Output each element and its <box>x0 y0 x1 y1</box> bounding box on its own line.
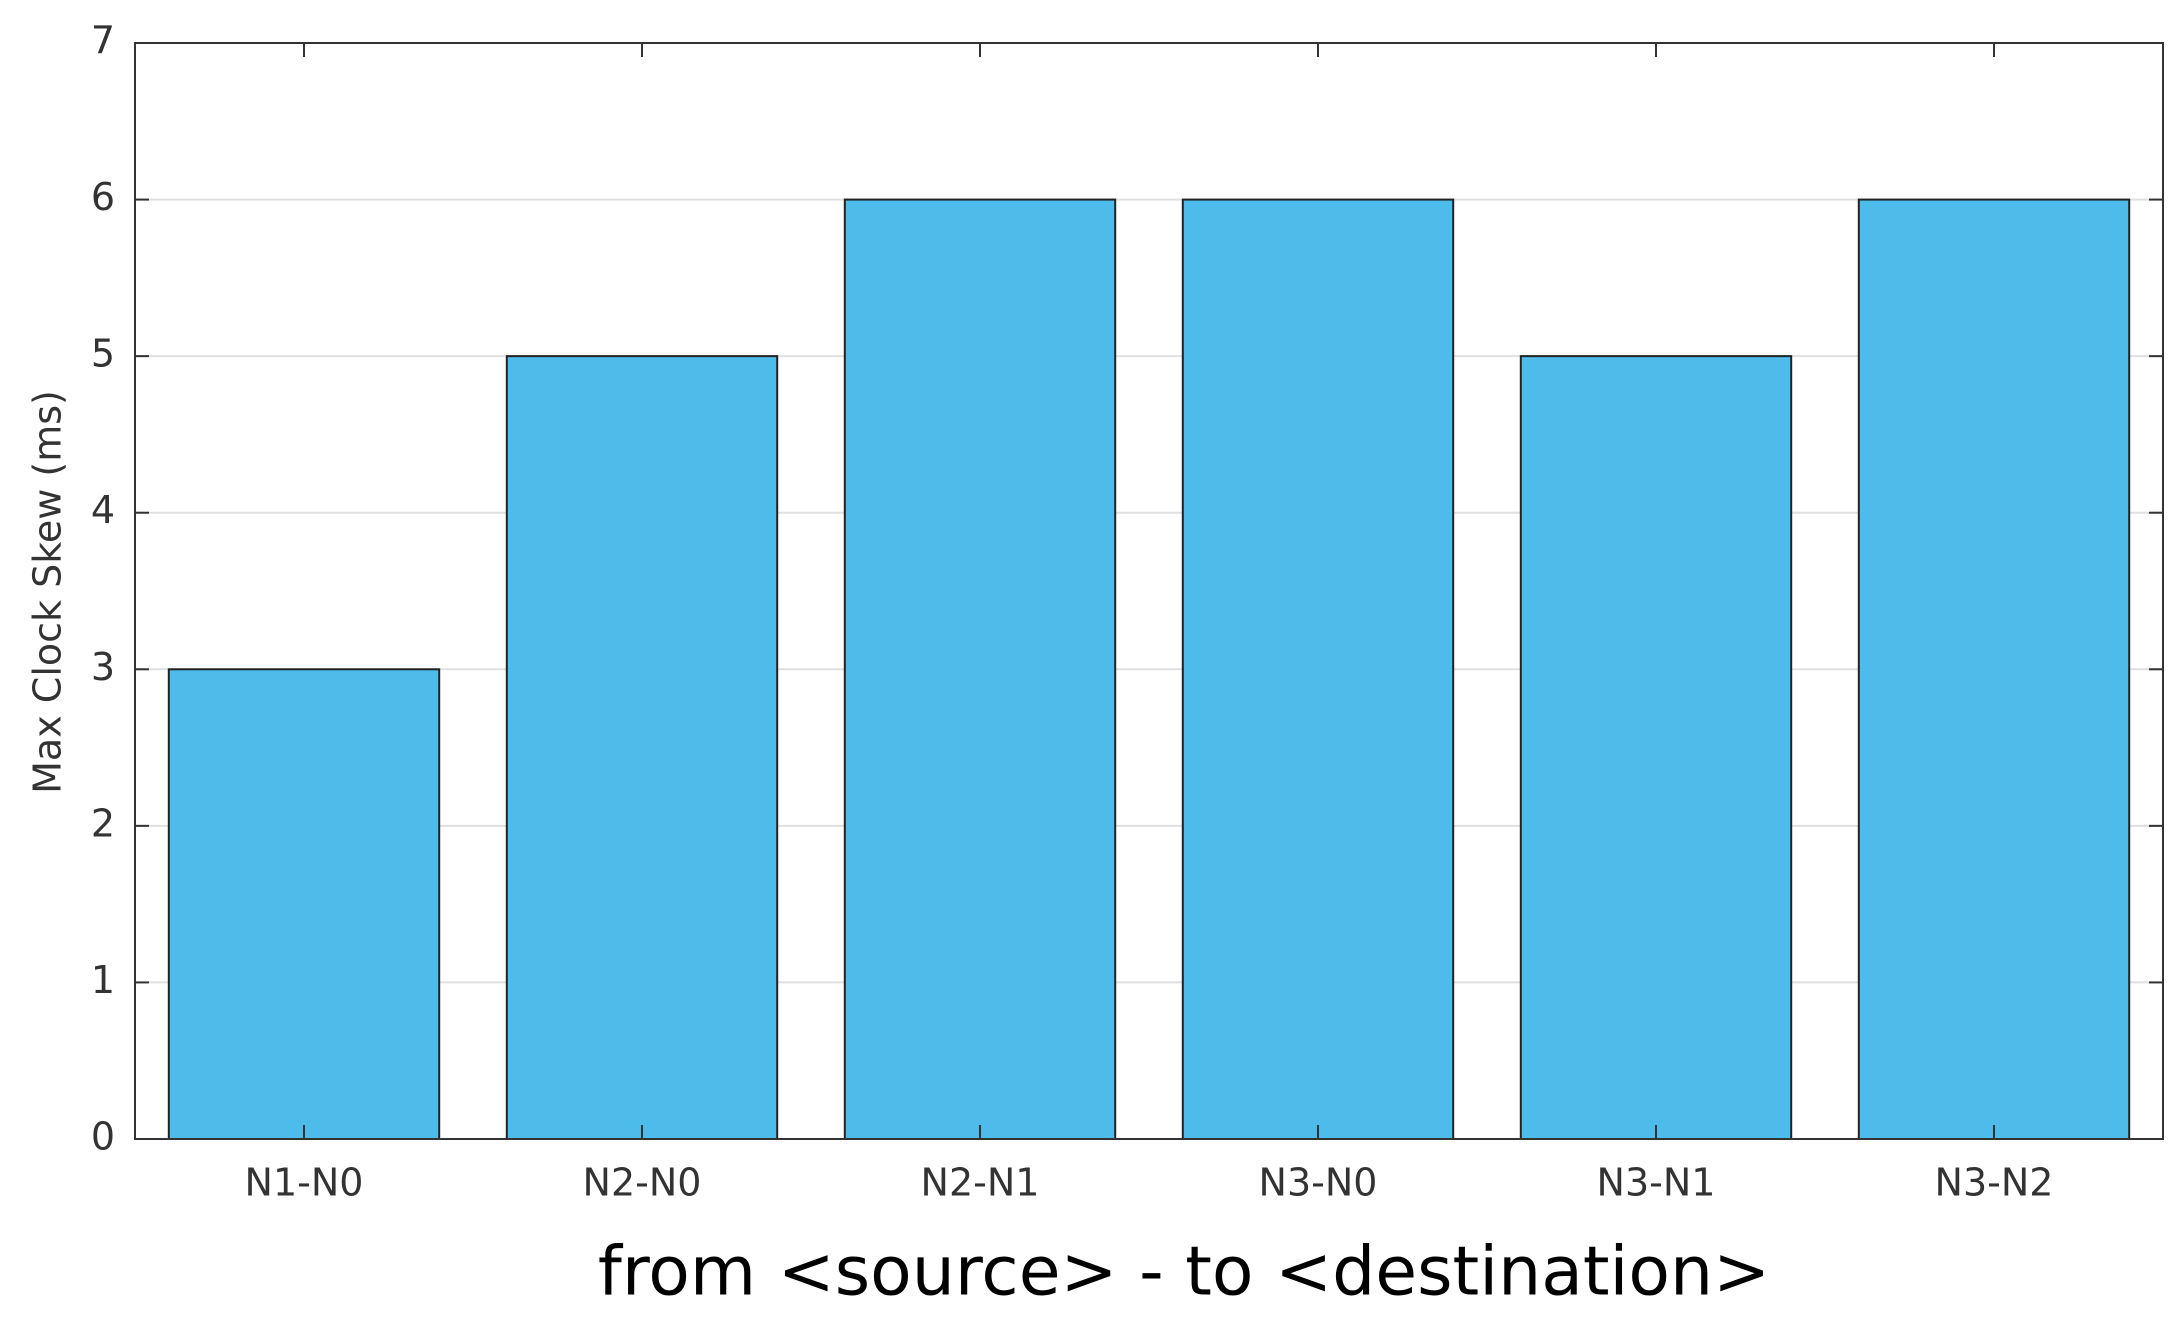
x-tick-label: N3-N1 <box>1597 1161 1716 1205</box>
y-tick-label: 0 <box>91 1115 115 1159</box>
x-tick-label: N1-N0 <box>245 1161 364 1205</box>
y-tick-label: 7 <box>91 19 115 63</box>
x-tick-label: N3-N2 <box>1935 1161 2054 1205</box>
y-tick-label: 2 <box>91 801 115 845</box>
y-tick-label: 3 <box>91 645 115 689</box>
x-tick-label: N2-N0 <box>583 1161 702 1205</box>
x-tick-label: N2-N1 <box>921 1161 1040 1205</box>
x-tick-label: N3-N0 <box>1259 1161 1378 1205</box>
plot-frame <box>134 42 2164 1140</box>
bar <box>1181 198 1455 1141</box>
x-axis-label: from <source> - to <destination> <box>598 1233 1770 1312</box>
y-tick-label: 5 <box>91 332 115 376</box>
bar <box>1857 198 2131 1141</box>
y-axis-label: Max Clock Skew (ms) <box>26 390 70 794</box>
bar <box>505 355 779 1140</box>
y-tick-label: 4 <box>91 488 115 532</box>
bar <box>843 198 1117 1141</box>
y-tick-label: 6 <box>91 175 115 219</box>
y-tick-label: 1 <box>91 958 115 1002</box>
bar <box>1519 355 1793 1140</box>
bar <box>167 668 441 1140</box>
